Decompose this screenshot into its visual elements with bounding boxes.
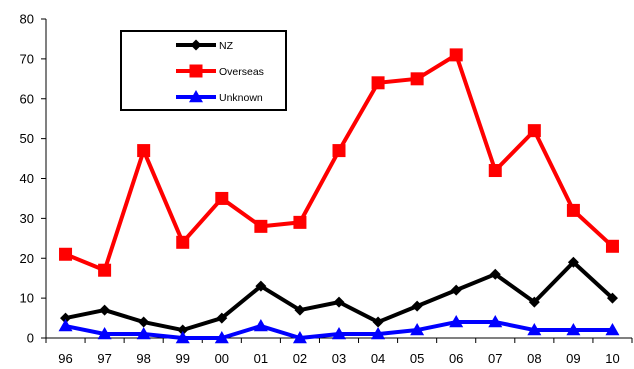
data-point-unknown <box>527 323 542 336</box>
data-point-nz <box>567 256 579 268</box>
data-point-nz <box>216 312 228 324</box>
data-point-overseas <box>605 239 619 253</box>
series-line-nz <box>65 260 614 333</box>
legend-label-unknown: Unknown <box>219 92 263 104</box>
data-point-unknown <box>97 327 112 340</box>
data-point-nz <box>450 284 462 296</box>
data-point-nz <box>177 324 189 336</box>
series-overseas <box>59 48 619 277</box>
data-point-overseas <box>410 72 424 86</box>
data-point-nz <box>99 304 111 316</box>
y-tick-label: 0 <box>27 331 34 346</box>
data-point-nz <box>606 292 618 304</box>
data-point-unknown <box>566 323 581 336</box>
y-tick-label: 60 <box>20 91 34 106</box>
data-point-overseas <box>449 48 463 62</box>
axes: 0 10 20 30 40 50 60 70 80 96 97 98 99 00 01 02 03 04 05 06 0… <box>20 12 633 366</box>
data-point-overseas <box>488 164 502 178</box>
x-tick-label: 03 <box>332 351 346 366</box>
x-tick-label: 05 <box>410 351 424 366</box>
x-tick-label: 97 <box>97 351 111 366</box>
data-point-overseas <box>176 235 190 249</box>
y-tick-label: 30 <box>20 211 34 226</box>
legend-label-nz: NZ <box>219 40 234 52</box>
y-tick-label: 10 <box>20 291 34 306</box>
series-unknown <box>58 315 620 344</box>
data-point-overseas <box>527 124 541 138</box>
data-point-nz <box>294 304 306 316</box>
data-point-unknown <box>488 315 503 328</box>
data-point-overseas <box>98 263 112 277</box>
x-tick-label: 07 <box>488 351 502 366</box>
x-tick-label: 99 <box>175 351 189 366</box>
data-point-unknown <box>605 323 620 336</box>
data-point-overseas <box>59 247 73 261</box>
x-tick-label: 96 <box>58 351 72 366</box>
legend-marker-nz <box>190 39 202 51</box>
legend-marker-unknown <box>189 90 203 103</box>
x-tick-label: 10 <box>605 351 619 366</box>
x-tick-label: 08 <box>527 351 541 366</box>
data-point-unknown <box>253 319 268 332</box>
data-point-nz <box>333 296 345 308</box>
data-point-unknown <box>449 315 464 328</box>
data-point-overseas <box>254 219 268 233</box>
data-point-nz <box>255 280 267 292</box>
data-point-nz <box>411 300 423 312</box>
data-point-unknown <box>214 331 229 344</box>
y-tick-label: 20 <box>20 251 34 266</box>
data-point-overseas <box>293 215 307 229</box>
data-point-nz <box>528 296 540 308</box>
data-point-unknown <box>175 331 190 344</box>
y-tick-label: 50 <box>20 131 34 146</box>
data-point-overseas <box>332 144 346 158</box>
data-point-unknown <box>371 327 386 340</box>
x-tick-label: 04 <box>371 351 385 366</box>
data-point-nz <box>489 268 501 280</box>
data-point-unknown <box>410 323 425 336</box>
data-point-unknown <box>292 331 307 344</box>
x-tick-label: 98 <box>136 351 150 366</box>
data-point-unknown <box>136 327 151 340</box>
x-tick-label: 01 <box>254 351 268 366</box>
x-tick-label: 06 <box>449 351 463 366</box>
x-tick-label: 02 <box>293 351 307 366</box>
legend-label-overseas: Overseas <box>219 66 264 78</box>
legend-marker-overseas <box>189 64 203 78</box>
data-point-unknown <box>58 319 73 332</box>
data-point-nz <box>138 316 150 328</box>
data-point-overseas <box>566 203 580 217</box>
legend: NZ Overseas Unknown <box>120 30 287 111</box>
y-tick-label: 70 <box>20 51 34 66</box>
x-tick-label: 00 <box>215 351 229 366</box>
data-point-overseas <box>137 144 151 158</box>
data-point-overseas <box>215 191 229 205</box>
data-point-overseas <box>371 76 385 90</box>
series-nz <box>60 256 618 336</box>
x-tick-label: 09 <box>566 351 580 366</box>
y-tick-label: 40 <box>20 171 34 186</box>
data-point-nz <box>60 312 72 324</box>
data-point-nz <box>372 316 384 328</box>
series-layer <box>58 48 620 344</box>
data-point-unknown <box>332 327 346 340</box>
y-tick-label: 80 <box>20 12 34 27</box>
